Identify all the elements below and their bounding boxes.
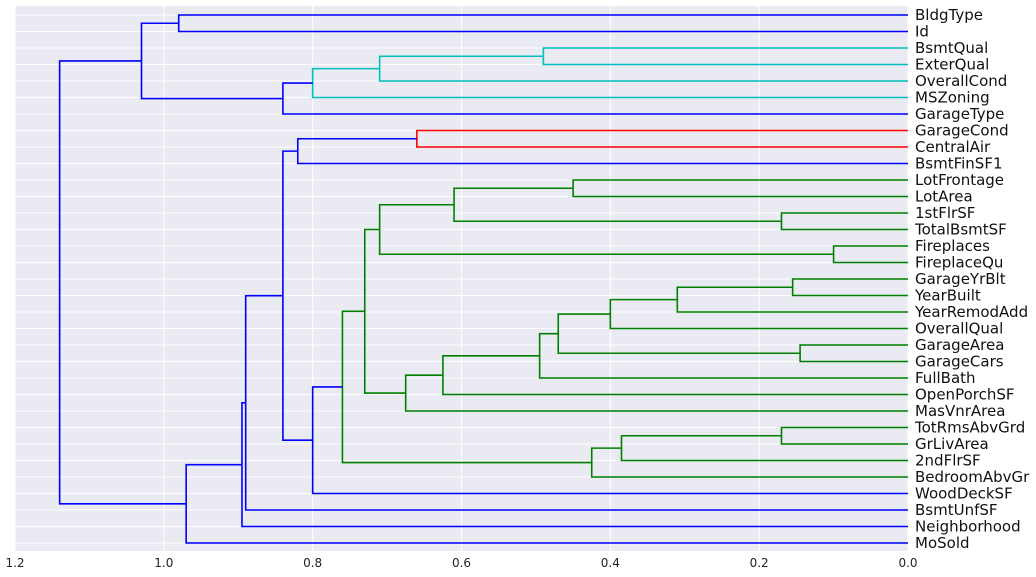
leaf-label: Id (915, 23, 929, 41)
leaf-label: BsmtQual (915, 39, 988, 57)
leaf-label-layer: BldgTypeIdBsmtQualExterQualOverallCondMS… (914, 6, 1030, 552)
leaf-label: BsmtFinSF1 (915, 155, 1003, 173)
leaf-label: Fireplaces (915, 237, 990, 255)
link-layer (58, 14, 908, 544)
dendrogram-link (177, 14, 908, 33)
leaf-label: FireplaceQu (915, 254, 1003, 272)
leaf-label: FullBath (915, 369, 976, 387)
leaf-label: OpenPorchSF (915, 386, 1015, 404)
leaf-label: GarageCars (915, 353, 1004, 371)
x-tick-label: 1.0 (154, 556, 173, 570)
leaf-label: TotalBsmtSF (914, 221, 1007, 239)
dendrogram-link (311, 386, 908, 495)
dendrogram-link (378, 55, 908, 82)
x-tick-label: 0.6 (452, 556, 471, 570)
dendrogram-link (620, 434, 908, 462)
leaf-label: CentralAir (915, 138, 991, 156)
leaf-label: LotFrontage (915, 171, 1004, 189)
dendrogram-link (538, 332, 908, 379)
leaf-label: GarageArea (915, 336, 1004, 354)
dendrogram-link (780, 426, 908, 445)
dendrogram-link (58, 60, 187, 505)
dendrogram-link (557, 313, 801, 355)
leaf-label: GarageCond (915, 122, 1009, 140)
leaf-label: BedroomAbvGr (915, 468, 1030, 486)
leaf-label: GrLivArea (915, 435, 989, 453)
leaf-label: Neighborhood (915, 518, 1021, 536)
dendrogram-link (241, 402, 908, 528)
dendrogram-link (404, 374, 908, 412)
x-tick-label: 0.0 (898, 556, 917, 570)
leaf-label: ExterQual (915, 56, 989, 74)
x-tick-label: 1.2 (5, 556, 24, 570)
dendrogram-link (799, 344, 908, 363)
leaf-label: WoodDeckSF (915, 485, 1013, 503)
dendrogram-link (442, 355, 908, 396)
leaf-label: OverallCond (915, 72, 1007, 90)
leaf-label: MoSold (915, 534, 970, 552)
dendrogram-link (378, 203, 834, 256)
leaf-label: 2ndFlrSF (915, 452, 981, 470)
x-tick-label: 0.2 (750, 556, 769, 570)
leaf-label: OverallQual (915, 320, 1003, 338)
leaf-label: GarageYrBlt (915, 270, 1006, 288)
leaf-label: BsmtUnfSF (915, 501, 998, 519)
leaf-label: YearBuilt (914, 287, 981, 305)
x-tick-label: 0.8 (303, 556, 322, 570)
leaf-label: GarageType (915, 105, 1004, 123)
leaf-label: YearRemodAdd (914, 303, 1028, 321)
dendrogram-link (244, 294, 908, 511)
x-tick-label: 0.4 (601, 556, 620, 570)
leaf-label: MSZoning (915, 89, 990, 107)
leaf-label: MasVnrArea (915, 402, 1005, 420)
leaf-label: TotRmsAbvGrd (914, 419, 1025, 437)
leaf-label: LotArea (915, 188, 973, 206)
tick-label-layer: 1.2 1.0 0.8 0.6 0.4 0.2 0.0 (5, 556, 917, 570)
dendrogram-link (780, 212, 908, 231)
leaf-label: 1stFlrSF (915, 204, 975, 222)
leaf-label: BldgType (915, 6, 983, 24)
dendrogram-link (311, 67, 908, 99)
